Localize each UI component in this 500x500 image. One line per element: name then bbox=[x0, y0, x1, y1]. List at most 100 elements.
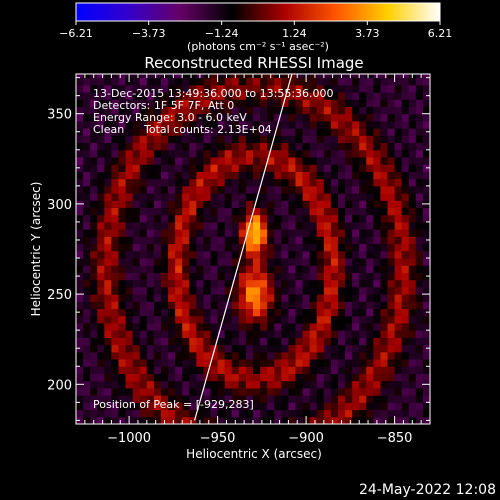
heatmap-cell bbox=[359, 402, 367, 411]
heatmap-cell bbox=[316, 265, 325, 273]
heatmap-cell bbox=[337, 308, 346, 317]
heatmap-cell bbox=[90, 171, 98, 180]
heatmap-cell bbox=[238, 250, 247, 259]
heatmap-cell bbox=[274, 171, 282, 180]
heatmap-cell bbox=[380, 193, 389, 201]
heatmap-cell bbox=[118, 77, 127, 86]
heatmap-cell bbox=[288, 178, 296, 187]
heatmap-cell bbox=[253, 395, 261, 403]
heatmap-cell bbox=[210, 395, 219, 403]
heatmap-cell bbox=[182, 221, 190, 230]
heatmap-cell bbox=[118, 207, 127, 216]
heatmap-cell bbox=[146, 301, 155, 310]
heatmap-cell bbox=[345, 286, 353, 295]
heatmap-cell bbox=[217, 135, 226, 144]
heatmap-cell bbox=[415, 214, 424, 223]
heatmap-cell bbox=[182, 229, 190, 237]
heatmap-cell bbox=[175, 236, 183, 245]
heatmap-cell bbox=[125, 395, 134, 403]
heatmap-cell bbox=[387, 416, 396, 424]
heatmap-cell bbox=[267, 229, 275, 237]
heatmap-cell bbox=[408, 92, 417, 100]
heatmap-cell bbox=[83, 387, 91, 396]
heatmap-cell bbox=[83, 128, 91, 136]
heatmap-cell bbox=[274, 142, 282, 151]
heatmap-cell bbox=[118, 265, 127, 273]
heatmap-cell bbox=[408, 258, 417, 266]
heatmap-cell bbox=[76, 330, 84, 338]
heatmap-cell bbox=[132, 106, 141, 115]
heatmap-cell bbox=[118, 221, 127, 230]
heatmap-cell bbox=[238, 337, 247, 346]
heatmap-cell bbox=[373, 258, 381, 266]
heatmap-cell bbox=[401, 330, 410, 338]
heatmap-cell bbox=[281, 113, 289, 122]
heatmap-cell bbox=[118, 409, 127, 418]
heatmap-cell bbox=[253, 135, 261, 144]
heatmap-cell bbox=[359, 373, 367, 382]
heatmap-cell bbox=[245, 250, 254, 259]
heatmap-cell bbox=[168, 279, 176, 288]
heatmap-cell bbox=[345, 156, 353, 165]
heatmap-cell bbox=[168, 359, 176, 367]
heatmap-cell bbox=[373, 279, 381, 288]
heatmap-cell bbox=[153, 185, 162, 194]
heatmap-cell bbox=[196, 265, 204, 273]
heatmap-cell bbox=[146, 221, 155, 230]
heatmap-cell bbox=[90, 164, 98, 172]
heatmap-cell bbox=[380, 185, 389, 194]
heatmap-cell bbox=[139, 99, 148, 107]
heatmap-cell bbox=[125, 113, 134, 122]
heatmap-cell bbox=[97, 193, 105, 201]
heatmap-cell bbox=[295, 387, 304, 396]
heatmap-cell bbox=[245, 106, 254, 115]
heatmap-cell bbox=[267, 200, 275, 209]
heatmap-cell bbox=[125, 250, 134, 259]
heatmap-cell bbox=[217, 258, 226, 266]
heatmap-cell bbox=[288, 265, 296, 273]
heatmap-cell bbox=[274, 77, 282, 86]
heatmap-cell bbox=[401, 207, 410, 216]
heatmap-cell bbox=[323, 229, 332, 237]
heatmap-cell bbox=[153, 286, 162, 295]
heatmap-cell bbox=[408, 373, 417, 382]
heatmap-cell bbox=[83, 149, 91, 158]
heatmap-cell bbox=[253, 337, 261, 346]
heatmap-cell bbox=[189, 373, 197, 382]
heatmap-cell bbox=[118, 135, 127, 144]
heatmap-cell bbox=[387, 359, 396, 367]
heatmap-cell bbox=[394, 265, 403, 273]
heatmap-cell bbox=[132, 120, 141, 129]
heatmap-cell bbox=[366, 265, 374, 273]
heatmap-cell bbox=[387, 265, 396, 273]
heatmap-cell bbox=[203, 120, 212, 129]
heatmap-cell bbox=[210, 207, 219, 216]
heatmap-cell bbox=[189, 301, 197, 310]
heatmap-cell bbox=[408, 279, 417, 288]
heatmap-cell bbox=[118, 113, 127, 122]
heatmap-cell bbox=[189, 344, 197, 353]
heatmap-cell bbox=[274, 373, 282, 382]
heatmap-cell bbox=[90, 92, 98, 100]
heatmap-cell bbox=[189, 359, 197, 367]
heatmap-cell bbox=[118, 351, 127, 360]
heatmap-cell bbox=[224, 185, 233, 194]
heatmap-cell bbox=[224, 301, 233, 310]
heatmap-cell bbox=[90, 308, 98, 317]
heatmap-cell bbox=[175, 272, 183, 281]
heatmap-cell bbox=[132, 214, 141, 223]
heatmap-cell bbox=[118, 142, 127, 151]
heatmap-cell bbox=[189, 200, 197, 209]
heatmap-cell bbox=[281, 243, 289, 252]
heatmap-cell bbox=[359, 113, 367, 122]
heatmap-cell bbox=[422, 294, 430, 302]
heatmap-cell bbox=[168, 366, 176, 374]
heatmap-cell bbox=[238, 178, 247, 187]
heatmap-cell bbox=[288, 330, 296, 338]
heatmap-cell bbox=[189, 366, 197, 374]
heatmap-cell bbox=[76, 74, 84, 79]
heatmap-cell bbox=[415, 279, 424, 288]
heatmap-cell bbox=[253, 200, 261, 209]
heatmap-cell bbox=[189, 294, 197, 302]
heatmap-cell bbox=[330, 351, 339, 360]
